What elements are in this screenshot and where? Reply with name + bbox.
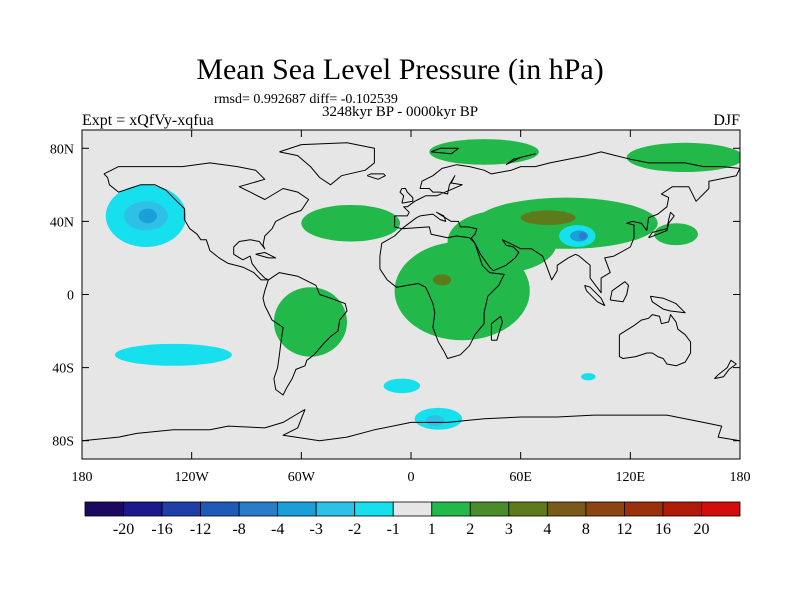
anomaly-fields bbox=[82, 139, 740, 430]
coast-new-zealand bbox=[714, 359, 737, 380]
colorbar-swatch bbox=[508, 501, 548, 517]
colorbar-label: -3 bbox=[310, 521, 323, 538]
coast-iceland bbox=[366, 173, 386, 180]
y-tick-label: 40N bbox=[50, 215, 74, 230]
coast-borneo bbox=[609, 281, 629, 303]
colorbar-swatch bbox=[624, 501, 664, 517]
coast-madagascar bbox=[490, 315, 503, 341]
chart-title: Mean Sea Level Pressure (in hPa) bbox=[196, 53, 604, 86]
anomaly-tasman-low-core bbox=[580, 373, 596, 381]
colorbar-swatch bbox=[315, 501, 356, 517]
coastlines bbox=[82, 142, 740, 442]
stats-text: rmsd= 0.992687 diff= -0.102539 bbox=[214, 92, 398, 107]
colorbar-swatch bbox=[431, 501, 471, 517]
coast-cuba bbox=[255, 252, 277, 259]
anomaly-sahara-high-core bbox=[432, 274, 452, 286]
colorbar-swatch bbox=[701, 501, 741, 517]
colorbar-swatch bbox=[238, 501, 279, 517]
colorbar-label: 2 bbox=[466, 521, 474, 538]
anomaly-central-asia-high bbox=[474, 197, 658, 249]
coast-svalbard bbox=[430, 147, 459, 155]
colorbar-swatch bbox=[84, 501, 124, 517]
anomaly-southeast-pacific-low-core bbox=[114, 343, 232, 366]
anomaly-south-america-high bbox=[273, 287, 348, 357]
period-text: 3248kyr BP - 0000kyr BP bbox=[322, 104, 479, 120]
colorbar-label: 1 bbox=[428, 521, 436, 538]
colorbar-swatch bbox=[662, 501, 702, 517]
coast-great-britain bbox=[399, 188, 414, 204]
anomaly-tibet-low-center bbox=[579, 232, 587, 240]
coast-greenland bbox=[279, 142, 375, 186]
colorbar: -20 -16 -12 -8 -4 -3 -2 -1 1 2 3 4 8 12 16 20 bbox=[84, 501, 741, 538]
colorbar-label: -16 bbox=[151, 521, 172, 538]
anomaly-north-pacific-low-center bbox=[138, 208, 157, 224]
x-tick-label: 60E bbox=[509, 470, 532, 485]
colorbar-label: 4 bbox=[543, 521, 551, 538]
experiment-label: Expt = xQfVy-xqfua bbox=[82, 112, 214, 129]
colorbar-swatch bbox=[200, 501, 240, 517]
x-axis: 180 120W 60W 0 60E 120E 180 bbox=[72, 130, 751, 485]
colorbar-label: 12 bbox=[616, 521, 632, 538]
anomaly-asia-high-core bbox=[520, 210, 576, 226]
x-tick-label: 120W bbox=[175, 470, 210, 485]
colorbar-swatch bbox=[469, 501, 510, 517]
coast-africa bbox=[379, 226, 505, 359]
colorbar-label: 16 bbox=[655, 521, 671, 538]
coast-new-guinea bbox=[649, 295, 686, 314]
colorbar-swatch bbox=[123, 501, 163, 517]
anomaly-south-atlantic-low-core bbox=[383, 378, 421, 394]
coast-novaya-zemlya bbox=[505, 153, 536, 166]
colorbar-label: -20 bbox=[113, 521, 134, 538]
colorbar-label: -1 bbox=[387, 521, 400, 538]
x-tick-label: 180 bbox=[730, 470, 751, 485]
colorbar-label: -12 bbox=[190, 521, 211, 538]
colorbar-swatch bbox=[354, 501, 394, 517]
colorbar-label: 8 bbox=[582, 521, 590, 538]
y-tick-label: 80N bbox=[50, 142, 74, 157]
colorbar-label: -2 bbox=[348, 521, 361, 538]
colorbar-label: -4 bbox=[271, 521, 284, 538]
colorbar-label: -8 bbox=[232, 521, 245, 538]
anomaly-north-atlantic-high bbox=[301, 204, 401, 242]
y-axis: 80N 40N 0 40S 80S bbox=[50, 142, 740, 450]
x-tick-label: 60W bbox=[288, 470, 316, 485]
coast-sumatra bbox=[584, 284, 606, 306]
coast-australia bbox=[618, 314, 692, 367]
colorbar-swatch bbox=[546, 501, 587, 517]
anomaly-arctic-high-europe bbox=[429, 139, 539, 165]
anomaly-australia-low bbox=[584, 325, 713, 385]
season-label: DJF bbox=[713, 112, 740, 129]
colorbar-label: 20 bbox=[693, 521, 709, 538]
x-tick-label: 180 bbox=[72, 470, 93, 485]
colorbar-label: 3 bbox=[505, 521, 513, 538]
coast-eurasia bbox=[394, 151, 740, 294]
y-tick-label: 0 bbox=[67, 289, 74, 304]
coast-south-america bbox=[262, 272, 348, 396]
colorbar-swatch bbox=[277, 501, 317, 517]
x-tick-label: 120E bbox=[616, 470, 646, 485]
anomaly-arctic-high-siberia bbox=[626, 142, 740, 173]
y-tick-label: 40S bbox=[52, 362, 74, 377]
x-tick-label: 0 bbox=[408, 470, 415, 485]
colorbar-swatch bbox=[585, 501, 625, 517]
coast-north-america bbox=[103, 162, 310, 281]
coast-antarctica bbox=[82, 409, 740, 442]
anomaly-weddell-low-core bbox=[425, 415, 444, 427]
colorbar-swatch bbox=[161, 501, 201, 517]
coast-japan bbox=[648, 211, 675, 239]
anomaly-west-pacific-high bbox=[654, 223, 698, 246]
y-tick-label: 80S bbox=[52, 435, 74, 450]
colorbar-swatch bbox=[392, 501, 433, 517]
